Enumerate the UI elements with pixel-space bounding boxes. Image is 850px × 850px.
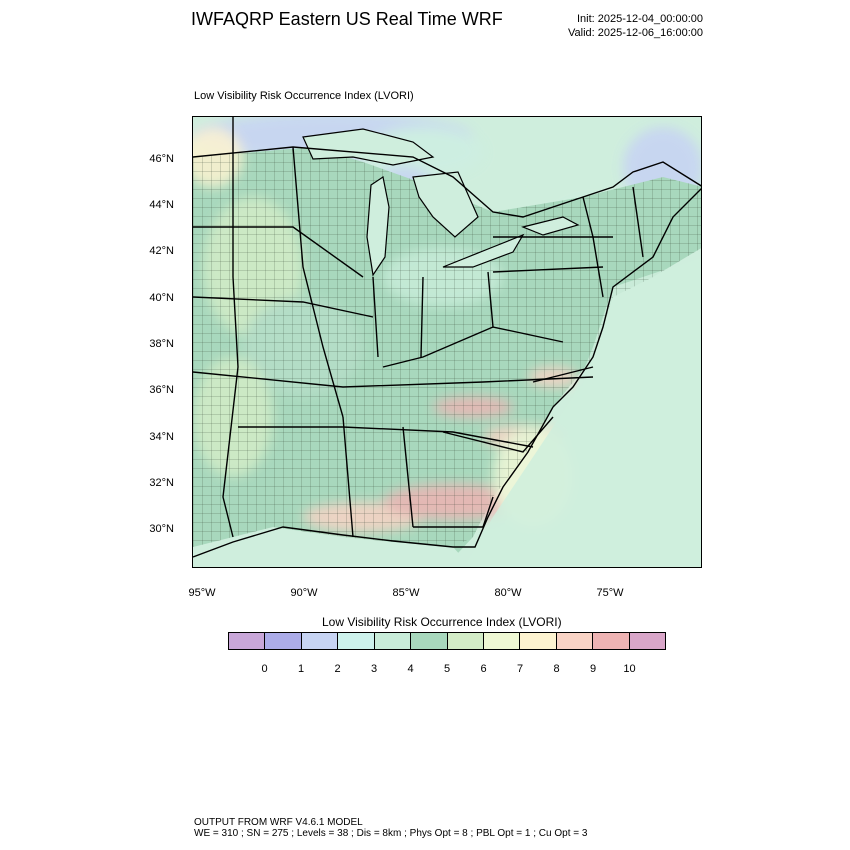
lat-label: 42°N <box>149 245 174 257</box>
gulf-area <box>193 527 472 567</box>
lake-huron <box>412 171 479 238</box>
map-field-label: Low Visibility Risk Occurrence Index (LV… <box>194 90 414 102</box>
model-config: WE = 310 ; SN = 275 ; Levels = 38 ; Dis … <box>194 828 588 839</box>
colorbar-swatch <box>629 633 666 649</box>
colorbar-label: 10 <box>623 663 636 675</box>
colorbar-swatch <box>411 633 448 649</box>
chart-title: IWFAQRP Eastern US Real Time WRF <box>191 9 503 29</box>
colorbar-label: 5 <box>443 663 451 675</box>
model-info: OUTPUT FROM WRF V4.6.1 MODEL <box>194 817 363 828</box>
init-time: Init: 2025-12-04_00:00:00 <box>577 13 703 25</box>
lake-ontario <box>521 216 580 236</box>
map-graphic <box>193 117 701 567</box>
colorbar <box>228 632 666 650</box>
lake-erie <box>442 233 525 268</box>
lat-label: 34°N <box>149 431 174 443</box>
lat-label: 30°N <box>149 523 174 535</box>
colorbar-swatch <box>593 633 630 649</box>
colorbar-label: 1 <box>297 663 305 675</box>
lat-label: 38°N <box>149 338 174 350</box>
coastline <box>193 188 701 558</box>
colorbar-label: 4 <box>407 663 414 675</box>
colorbar-label: 8 <box>553 663 560 675</box>
colorbar-label: 6 <box>480 663 487 675</box>
colorbar-swatch <box>447 633 484 649</box>
state-borders <box>193 117 644 538</box>
colorbar-label: 2 <box>334 663 341 675</box>
atlantic-area <box>464 257 701 567</box>
colorbar-swatch <box>520 633 557 649</box>
colorbar-swatch <box>265 633 302 649</box>
lon-label: 90°W <box>290 587 318 599</box>
lon-label: 95°W <box>188 587 216 599</box>
lake-michigan <box>366 176 390 277</box>
valid-time: Valid: 2025-12-06_16:00:00 <box>568 27 703 39</box>
colorbar-swatch <box>556 633 594 649</box>
lat-label: 40°N <box>149 292 174 304</box>
lon-label: 80°W <box>494 587 522 599</box>
colorbar-title: Low Visibility Risk Occurrence Index (LV… <box>322 615 562 629</box>
lat-label: 44°N <box>149 199 174 211</box>
colorbar-label: 9 <box>589 663 597 675</box>
colorbar-label: 7 <box>516 663 524 675</box>
lat-label: 46°N <box>149 153 174 165</box>
canada-border <box>193 146 701 218</box>
lat-label: 36°N <box>149 384 174 396</box>
colorbar-swatch <box>301 633 339 649</box>
colorbar-label: 3 <box>370 663 378 675</box>
lon-label: 85°W <box>392 587 420 599</box>
colorbar-swatch <box>374 633 412 649</box>
lon-label: 75°W <box>596 587 624 599</box>
colorbar-swatch <box>483 633 521 649</box>
colorbar-swatch <box>229 633 266 649</box>
colorbar-label: 0 <box>261 663 268 675</box>
map-panel <box>192 116 702 568</box>
lat-label: 32°N <box>149 477 174 489</box>
colorbar-swatch <box>338 633 375 649</box>
